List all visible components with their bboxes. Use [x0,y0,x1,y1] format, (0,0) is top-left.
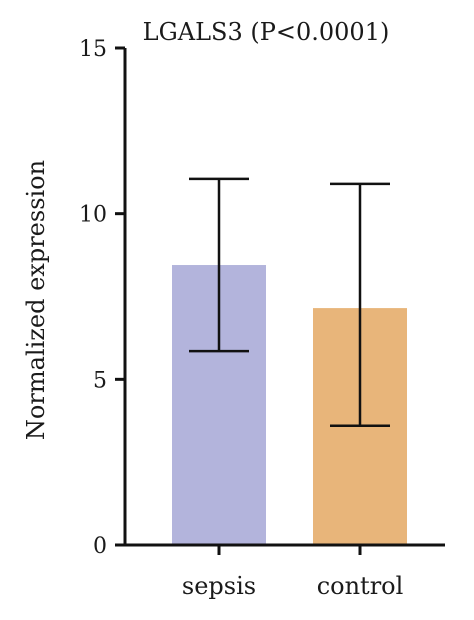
x-tick-label-sepsis: sepsis [182,572,256,600]
y-tick-label: 15 [79,37,107,62]
y-tick-label: 5 [93,368,107,393]
y-ticks-layer: 0 5 10 15 [79,37,125,559]
x-tick-label-control: control [317,572,404,600]
y-axis-label: Normalized expression [22,160,50,440]
error-bar-sepsis [189,177,249,353]
x-categories-layer: sepsis control [182,545,403,600]
axes-layer [123,48,445,547]
y-tick-label: 10 [79,203,107,228]
error-bar-control [330,182,390,427]
chart-title: LGALS3 (P<0.0001) [143,18,390,46]
error-bars-layer [189,177,390,427]
bars-layer [172,265,407,545]
y-tick-label: 0 [93,534,107,559]
